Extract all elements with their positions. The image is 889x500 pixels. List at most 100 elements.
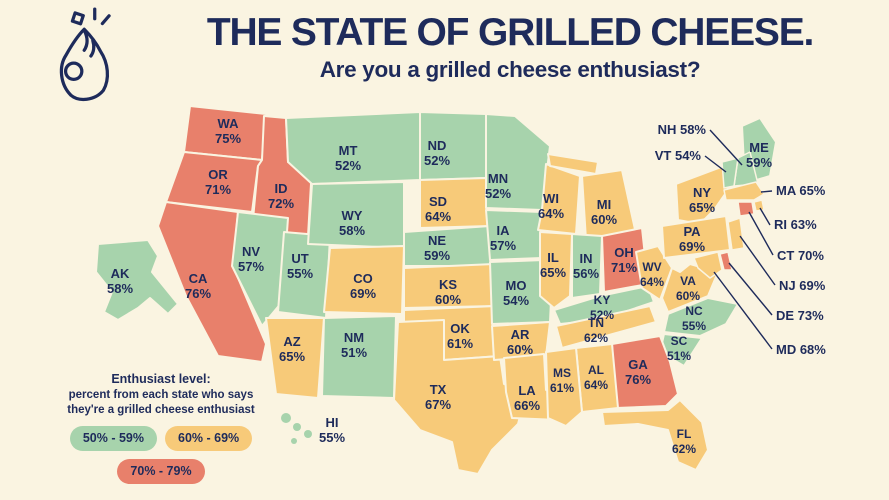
state-mt-label: MT 52% [335,143,361,173]
state-ma [723,181,765,201]
legend-description-line2: they're a grilled cheese enthusiast [67,403,255,416]
state-wi-label: WI 64% [538,191,564,221]
state-pa-label: PA 69% [679,224,705,254]
callout-label-de: DE 73% [776,308,824,323]
state-ne-label: NE 59% [424,233,450,263]
state-ak [95,239,179,321]
state-vt [721,157,739,189]
state-mi-label: MI 60% [591,197,617,227]
page-title: THE STATE OF GRILLED CHEESE. [206,11,815,54]
state-nm-label: NM 51% [341,330,367,360]
state-hi-label: HI 55% [319,415,345,445]
state-ny-label: NY 65% [689,185,715,215]
state-ks-label: KS 60% [435,277,461,307]
state-nc [663,297,739,337]
state-pa [661,215,731,259]
finger-line-1 [82,28,89,52]
legend-description-line1: percent from each state who says [68,389,254,401]
state-ct [737,201,755,217]
state-ky-label: KY 52% [590,293,614,322]
state-ar-label: AR 60% [507,327,533,357]
state-wa-label: WA 75% [215,116,241,146]
state-co-label: CO 69% [350,271,376,301]
state-ri [753,199,765,212]
state-de [719,251,733,271]
state-hi-island [304,430,312,438]
state-tx-label: TX 67% [425,382,451,412]
callout-line-ri [759,207,771,226]
sparkle-line-2 [100,14,111,26]
callout-label-ri: RI 63% [774,217,817,232]
state-wi [537,163,581,235]
header: THE STATE OF GRILLED CHEESE. Are you a g… [136,11,884,83]
callout-line-vt [704,155,727,173]
callout-line-ma [760,190,773,193]
state-tn-label: TN 62% [584,316,608,345]
state-il-label: IL 65% [540,250,566,280]
state-wv-label: WV 64% [640,260,664,289]
legend-pill-70-79: 70% - 79% [117,458,205,484]
callout-line-nh [709,129,743,166]
legend-title: Enthusiast level: [111,372,211,386]
state-hi-island [293,423,301,431]
state-nd-label: ND 52% [424,138,450,168]
callout-line-de [728,262,773,316]
thumb-circle [63,61,84,82]
finger-line-2 [89,39,96,58]
state-az [265,317,325,399]
page-subtitle: Are you a grilled cheese enthusiast? [319,56,701,82]
state-id-label: ID 72% [268,181,294,211]
callout-line-ct [748,211,774,256]
state-va-label: VA 60% [676,274,700,303]
state-ms-label: MS 61% [550,366,574,395]
state-ok-label: OK 61% [447,321,473,351]
legend-pill-60-69: 60% - 69% [165,425,253,451]
legend-pill-50-59: 50% - 59% [69,425,157,451]
pinched-fingers-hand-graphic [59,7,111,102]
state-ca-label: CA 76% [185,271,211,301]
callout-line-nj [739,235,776,286]
state-hi-island [281,413,291,423]
callout-label-ct: CT 70% [777,248,824,263]
state-fl-label: FL 62% [672,427,696,456]
state-ia-label: IA 57% [490,223,516,253]
legend-pill-row-2: 70% - 79% [54,458,268,484]
state-mo-label: MO 54% [503,278,529,308]
state-nv-label: NV 57% [238,244,264,274]
callout-label-ma: MA 65% [776,183,826,198]
state-ms [545,347,583,427]
pinched-fingers-hand-icon [46,6,132,111]
state-me-label: ME 59% [746,140,772,170]
state-la-label: LA 66% [514,383,540,413]
state-ky [553,285,655,325]
state-az-label: AZ 65% [279,334,305,364]
state-ga-label: GA 76% [625,357,651,387]
state-wy-label: WY 58% [339,208,365,238]
state-il [539,231,573,309]
state-fl [601,399,709,471]
callout-label-md: MD 68% [776,342,826,357]
callout-label-nj: NJ 69% [779,278,826,293]
callout-line-md [713,271,773,350]
sparkle-square [70,11,85,26]
state-or-label: OR 71% [205,167,231,197]
legend: Enthusiast level: percent from each stat… [54,372,268,484]
state-ut-label: UT 55% [287,251,313,281]
callout-label-vt: VT 54% [655,148,702,163]
state-nv [231,211,289,327]
callout-label-nh: NH 58% [658,122,707,137]
state-hi-island [291,438,297,444]
state-nc-label: NC 55% [682,304,706,333]
legend-pill-row-1: 50% - 59% 60% - 69% [54,425,268,451]
state-in-label: IN 56% [573,251,599,281]
state-sd-label: SD 64% [425,194,451,224]
state-in [571,233,603,299]
state-mn-label: MN 52% [485,171,511,201]
state-sc-label: SC 51% [667,334,691,363]
state-nj [727,217,745,251]
state-co [323,245,405,315]
state-ak-label: AK 58% [107,266,133,296]
state-al-label: AL 64% [584,363,608,392]
